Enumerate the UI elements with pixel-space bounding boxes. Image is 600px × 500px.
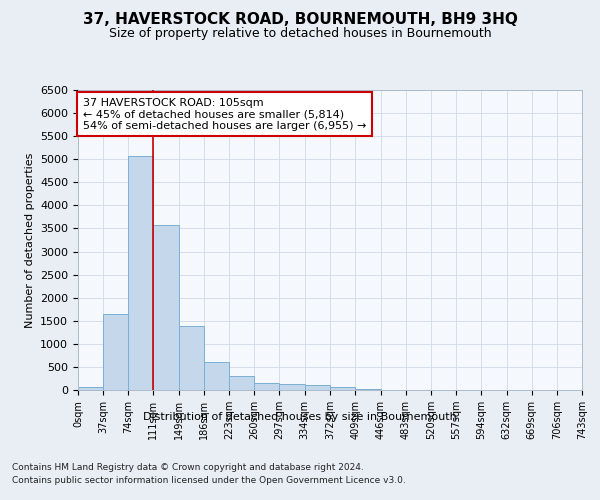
Text: 37 HAVERSTOCK ROAD: 105sqm
← 45% of detached houses are smaller (5,814)
54% of s: 37 HAVERSTOCK ROAD: 105sqm ← 45% of deta…	[83, 98, 367, 130]
Bar	[305, 386, 331, 390]
Y-axis label: Number of detached properties: Number of detached properties	[25, 152, 35, 328]
Bar	[204, 362, 229, 390]
Bar	[153, 225, 179, 390]
Text: 37, HAVERSTOCK ROAD, BOURNEMOUTH, BH9 3HQ: 37, HAVERSTOCK ROAD, BOURNEMOUTH, BH9 3H…	[83, 12, 517, 28]
Bar	[355, 388, 380, 390]
Bar	[128, 156, 153, 390]
Bar	[280, 384, 305, 390]
Text: Size of property relative to detached houses in Bournemouth: Size of property relative to detached ho…	[109, 28, 491, 40]
Bar	[229, 376, 254, 390]
Bar	[331, 387, 355, 390]
Bar	[179, 326, 204, 390]
Bar	[103, 314, 128, 390]
Text: Contains public sector information licensed under the Open Government Licence v3: Contains public sector information licen…	[12, 476, 406, 485]
Text: Contains HM Land Registry data © Crown copyright and database right 2024.: Contains HM Land Registry data © Crown c…	[12, 462, 364, 471]
Text: Distribution of detached houses by size in Bournemouth: Distribution of detached houses by size …	[143, 412, 457, 422]
Bar	[254, 382, 280, 390]
Bar	[78, 387, 103, 390]
